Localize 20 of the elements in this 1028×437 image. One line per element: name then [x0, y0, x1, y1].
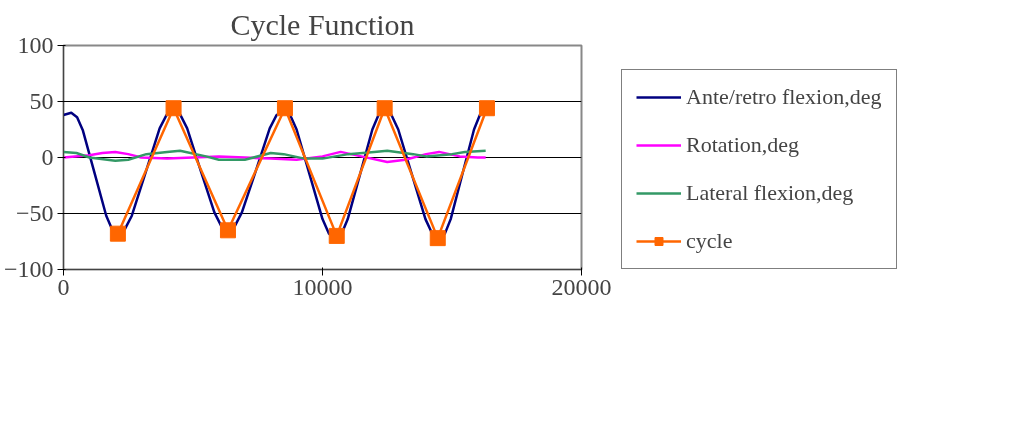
x-tick-label: 10000: [292, 273, 353, 300]
x-tick-label: 20000: [551, 273, 612, 300]
point: [219, 222, 236, 239]
point: [478, 100, 495, 117]
chart-title: Cycle Function: [230, 7, 415, 41]
y-tick-label: 0: [41, 144, 54, 170]
legend-label: cycle: [686, 228, 733, 254]
legend-label: Rotation,deg: [686, 132, 800, 158]
legend-label: Ante/retro flexion,deg: [686, 84, 882, 110]
point: [165, 100, 182, 117]
legend-label: Lateral flexion,deg: [686, 180, 854, 206]
y-tick-label: −50: [15, 200, 54, 226]
y-tick-label: 100: [17, 32, 54, 58]
y-tick-label: −100: [3, 256, 54, 282]
point: [376, 100, 393, 117]
point: [328, 227, 345, 244]
y-tick-label: 50: [29, 88, 54, 114]
point: [429, 230, 446, 247]
point: [109, 225, 126, 242]
point: [276, 100, 293, 117]
